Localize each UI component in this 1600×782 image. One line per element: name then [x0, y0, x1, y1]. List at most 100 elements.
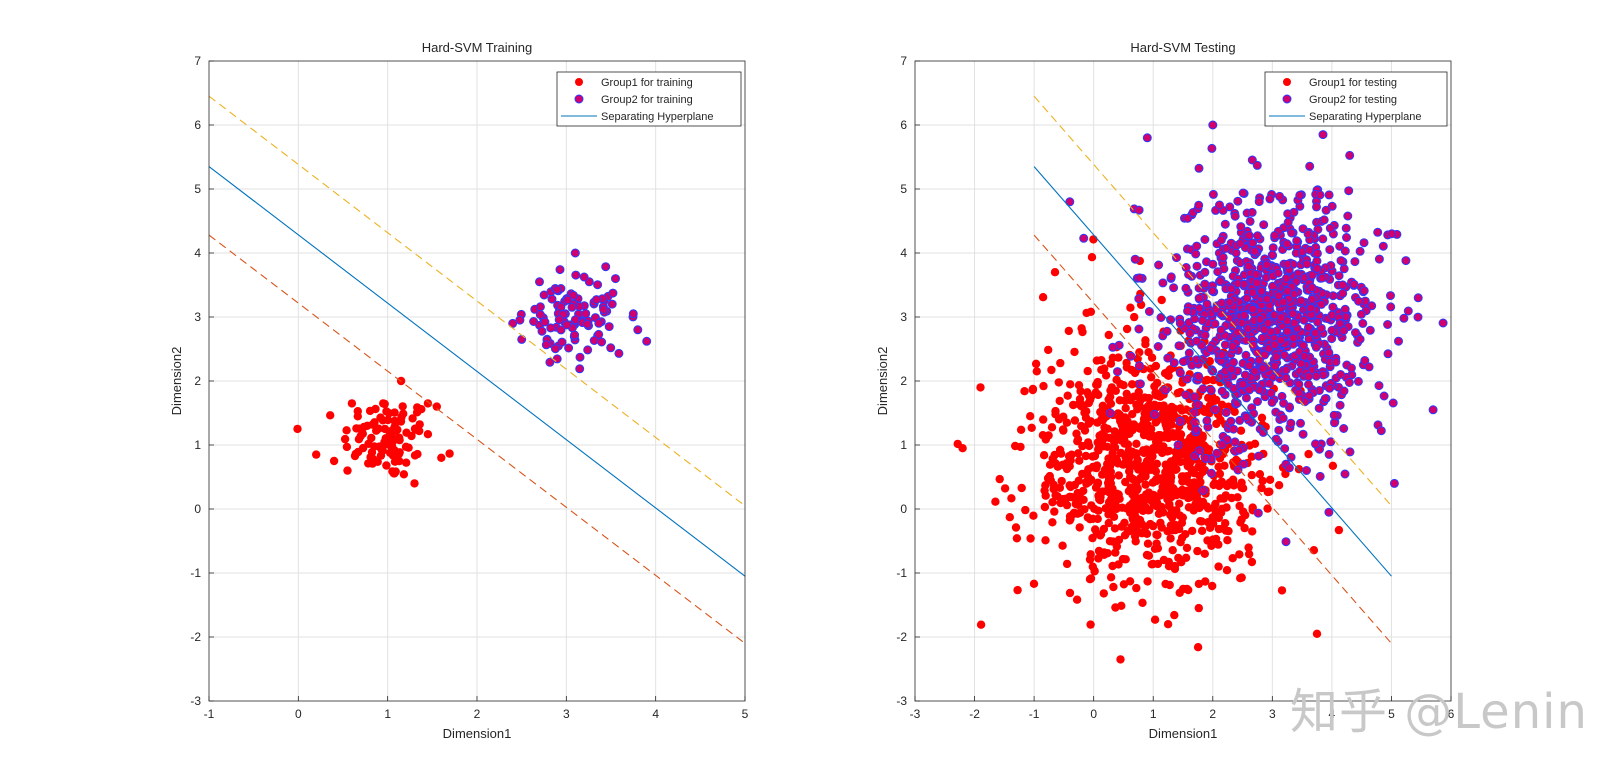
group1-point	[379, 399, 388, 408]
group1-point	[1164, 371, 1173, 380]
group2-point	[597, 337, 607, 347]
x-axis-label: Dimension1	[1149, 726, 1218, 741]
group2-point	[1247, 155, 1257, 165]
group1-point	[1072, 595, 1082, 604]
y-tick-label: -1	[190, 566, 201, 580]
group1-point	[1098, 401, 1108, 410]
group1-point	[1136, 396, 1145, 405]
group1-point	[1084, 465, 1093, 474]
group2-point	[1134, 361, 1144, 371]
group1-point	[1111, 603, 1120, 612]
group1-point	[312, 450, 321, 459]
group2-point	[1294, 388, 1304, 398]
group1-point	[1085, 555, 1095, 564]
group1-point	[1173, 388, 1183, 398]
group1-point	[389, 436, 399, 445]
group1-point	[1141, 480, 1150, 489]
group2-point	[1183, 306, 1193, 316]
group2-point	[1192, 241, 1202, 251]
group1-point	[1133, 405, 1142, 414]
group2-point	[1259, 325, 1269, 334]
group1-point	[1128, 425, 1137, 435]
group2-point	[1378, 241, 1388, 251]
group1-point	[1141, 522, 1150, 531]
group1-point	[1187, 465, 1196, 474]
group2-point	[1231, 248, 1241, 258]
group2-point	[1258, 427, 1268, 437]
group1-point	[1144, 393, 1154, 403]
group1-point	[1126, 303, 1135, 312]
group1-point	[1086, 392, 1096, 402]
group2-point	[1359, 286, 1369, 296]
group2-point	[570, 248, 580, 258]
group1-point	[1189, 492, 1198, 501]
group2-point	[1389, 478, 1399, 488]
group1-point	[1163, 620, 1173, 629]
y-axis-label: Dimension2	[169, 347, 184, 416]
group2-point	[1172, 253, 1181, 263]
y-tick-label: 0	[194, 502, 201, 516]
group2-point	[1191, 249, 1201, 259]
group1-point	[1265, 487, 1274, 496]
legend-box	[556, 71, 742, 127]
group1-point	[1111, 386, 1121, 395]
group1-point	[1222, 503, 1231, 512]
group1-point	[1130, 368, 1140, 378]
y-tick-label: 2	[194, 374, 201, 388]
y-tick-label: -3	[896, 694, 907, 708]
group2-point	[1192, 336, 1202, 346]
y-tick-label: -3	[190, 694, 201, 708]
group2-point	[1275, 191, 1285, 201]
group2-point	[599, 305, 609, 314]
group2-point	[1220, 340, 1230, 350]
group2-point	[1315, 471, 1325, 481]
group1-point	[1258, 476, 1267, 486]
group2-point	[604, 322, 614, 332]
group1-point	[1087, 501, 1096, 510]
x-tick-label: 3	[1269, 707, 1276, 721]
group2-point	[1298, 429, 1308, 439]
group2-point	[1338, 288, 1348, 298]
group1-point	[1132, 439, 1141, 448]
group2-point	[1273, 268, 1283, 278]
group2-point	[582, 319, 592, 329]
group2-point	[1376, 426, 1386, 436]
group2-point	[1312, 248, 1322, 258]
group1-point	[1093, 380, 1102, 389]
group2-point	[594, 329, 604, 339]
group2-point	[1304, 380, 1313, 389]
group2-point	[1216, 235, 1226, 245]
group2-point	[583, 345, 593, 355]
group2-point	[1299, 351, 1309, 361]
group2-point	[1259, 220, 1269, 230]
group1-point	[1248, 503, 1257, 512]
group2-point	[1335, 400, 1345, 410]
group1-point	[1092, 461, 1102, 470]
group2-point	[1247, 207, 1257, 217]
group1-point	[1151, 467, 1161, 476]
group1-point	[1130, 494, 1139, 503]
legend-label: Separating Hyperplane	[1309, 111, 1422, 123]
group2-point	[571, 270, 581, 280]
group1-point	[1101, 504, 1110, 513]
group1-point	[1153, 442, 1162, 452]
group2-point	[1169, 358, 1179, 368]
group1-point	[370, 442, 379, 451]
group1-point	[1146, 458, 1155, 467]
group1-point	[1048, 498, 1057, 507]
group1-point	[1168, 546, 1177, 555]
group1-point	[445, 449, 454, 458]
group2-point	[1248, 288, 1258, 298]
group2-point	[1359, 238, 1369, 248]
group1-point	[1334, 525, 1344, 535]
group2-point	[564, 343, 574, 353]
group1-point	[1151, 495, 1161, 504]
group2-point	[608, 288, 618, 298]
group2-point	[1282, 326, 1292, 336]
group2-point	[1334, 271, 1344, 281]
group1-point	[1274, 481, 1284, 490]
group2-point	[1307, 270, 1317, 280]
group2-point	[1360, 356, 1370, 365]
plot-marks	[209, 95, 745, 644]
group1-point	[1049, 480, 1058, 489]
